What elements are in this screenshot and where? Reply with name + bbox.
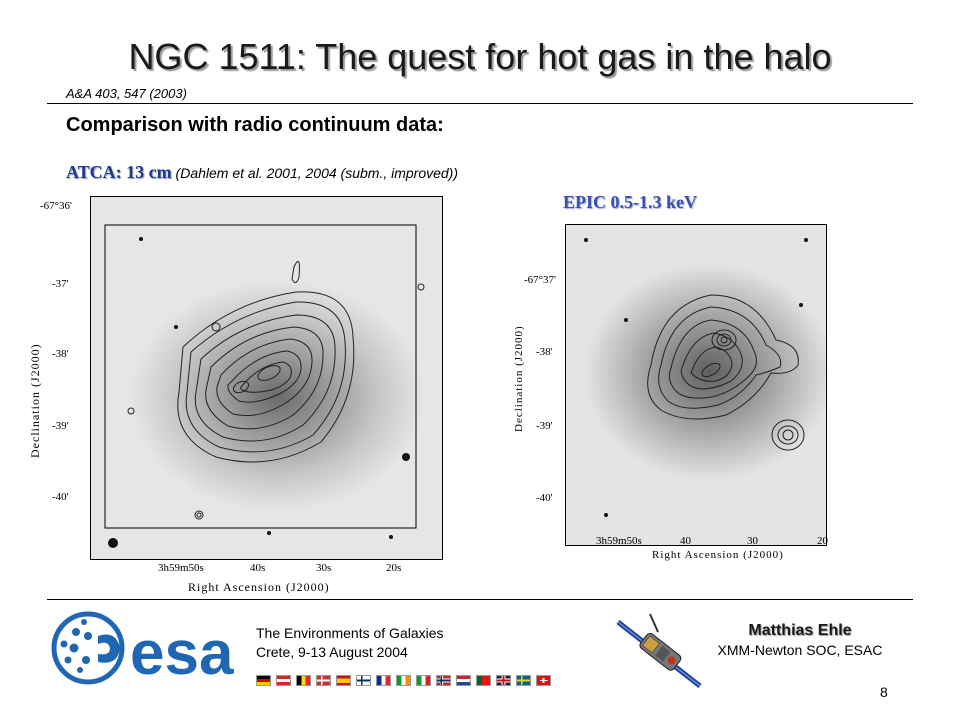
esa-logo: esa xyxy=(50,608,255,688)
header-divider xyxy=(47,103,913,104)
member-state-flags xyxy=(256,675,551,687)
epic-xray-image xyxy=(565,224,827,546)
subtitle-text: Comparison with radio continuum data xyxy=(66,114,437,136)
flag-austria-icon xyxy=(276,675,291,686)
left-x-tick: 20s xyxy=(386,562,401,574)
right-y-tick: -40' xyxy=(536,492,553,504)
atca-note: (Dahlem et al. 2001, 2004 (subm., improv… xyxy=(176,165,458,181)
flag-denmark-icon xyxy=(316,675,331,686)
left-y-tick: -38' xyxy=(52,348,69,360)
radio-contours xyxy=(91,197,443,560)
conference-place-date: Crete, 9-13 August 2004 xyxy=(256,643,444,662)
right-x-tick: 3h59m50s xyxy=(596,535,642,547)
reference: A&A 403, 547 (2003) xyxy=(66,86,187,101)
epic-label: EPIC 0.5-1.3 keV xyxy=(563,192,697,213)
left-y-tick: -67°36' xyxy=(40,200,72,212)
flag-belgium-icon xyxy=(296,675,311,686)
flag-spain-icon xyxy=(336,675,351,686)
flag-italy-icon xyxy=(416,675,431,686)
right-y-tick: -67°37' xyxy=(524,274,556,286)
conference-info: The Environments of Galaxies Crete, 9-13… xyxy=(256,624,444,662)
flag-united-kingdom-icon xyxy=(496,675,511,686)
subtitle: Comparison with radio continuum data: xyxy=(66,114,444,137)
left-x-tick: 30s xyxy=(316,562,331,574)
esa-wordmark: esa xyxy=(130,619,234,688)
conference-title: The Environments of Galaxies xyxy=(256,624,444,643)
atca-label: ATCA: 13 cm xyxy=(66,162,172,182)
left-y-axis-label: Declination (J2000) xyxy=(28,343,43,458)
right-x-axis-label: Right Ascension (J2000) xyxy=(652,549,784,561)
flag-netherlands-icon xyxy=(456,675,471,686)
flag-norway-icon xyxy=(436,675,451,686)
flag-switzerland-icon xyxy=(536,675,551,686)
left-x-axis-label: Right Ascension (J2000) xyxy=(188,580,330,595)
right-y-tick: -39' xyxy=(536,420,553,432)
flag-ireland-icon xyxy=(396,675,411,686)
author-affiliation: XMM-Newton SOC, ESAC xyxy=(700,642,900,658)
flag-sweden-icon xyxy=(516,675,531,686)
right-x-tick: 40 xyxy=(680,535,691,547)
author-block: Matthias Ehle XMM-Newton SOC, ESAC xyxy=(700,622,900,658)
left-y-tick: -39' xyxy=(52,420,69,432)
right-y-axis-label: Declination (J2000) xyxy=(513,325,525,432)
page-number: 8 xyxy=(880,684,888,700)
xray-contours xyxy=(566,225,827,546)
flag-finland-icon xyxy=(356,675,371,686)
right-x-tick: 20 xyxy=(817,535,828,547)
flag-germany-icon xyxy=(256,675,271,686)
flag-portugal-icon xyxy=(476,675,491,686)
footer-divider xyxy=(47,599,913,600)
xmm-newton-satellite-icon xyxy=(614,612,704,692)
slide-title: NGC 1511: The quest for hot gas in the h… xyxy=(0,36,960,78)
flag-france-icon xyxy=(376,675,391,686)
right-x-tick: 30 xyxy=(747,535,758,547)
right-y-tick: -38' xyxy=(536,346,553,358)
atca-radio-image xyxy=(90,196,443,560)
left-x-tick: 3h59m50s xyxy=(158,562,204,574)
left-y-tick: -40' xyxy=(52,491,69,503)
left-x-tick: 40s xyxy=(250,562,265,574)
atca-caption: ATCA: 13 cm (Dahlem et al. 2001, 2004 (s… xyxy=(66,162,458,183)
left-y-tick: -37' xyxy=(52,278,69,290)
author-name: Matthias Ehle xyxy=(700,622,900,640)
